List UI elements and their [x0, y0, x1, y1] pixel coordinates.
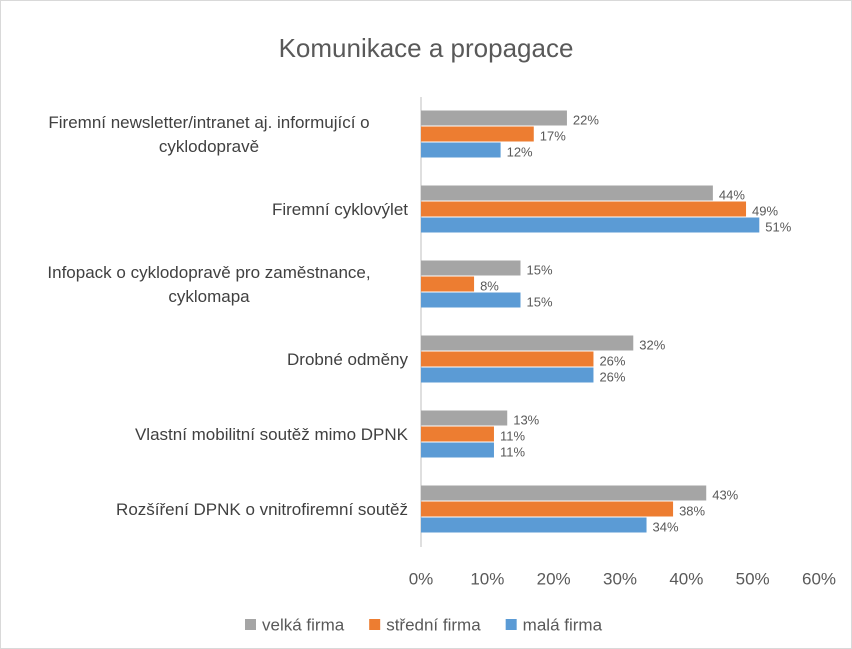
bar [421, 517, 647, 533]
data-label: 15% [527, 262, 553, 277]
data-label: 43% [712, 487, 738, 502]
legend-swatch [369, 619, 381, 630]
legend-swatch [505, 619, 517, 630]
y-tick-label: Vlastní mobilitní soutěž mimo DPNK [134, 424, 408, 444]
bar [421, 260, 521, 276]
data-label: 11% [500, 428, 525, 443]
y-tick-label: Firemní cyklovýlet [271, 199, 408, 219]
bar [421, 367, 594, 383]
bar [421, 351, 594, 367]
bar [421, 110, 567, 126]
bar [421, 410, 508, 426]
data-label: 51% [765, 219, 791, 234]
legend-swatch [245, 619, 256, 630]
y-tick-label-box: Infopack o cyklodopravě pro zaměstnance,… [10, 255, 408, 315]
data-label: 38% [679, 503, 705, 518]
bar [421, 126, 534, 142]
y-tick-label: Infopack o cyklodopravě pro zaměstnance,… [47, 262, 371, 306]
y-tick-label: Firemní newsletter/intranet aj. informuj… [48, 112, 370, 156]
y-tick-label-box: Firemní cyklovýlet [10, 180, 408, 240]
data-label: 8% [480, 278, 499, 293]
legend-label: velká firma [262, 615, 345, 634]
bar [421, 217, 760, 233]
chart-title: Komunikace a propagace [279, 33, 574, 63]
bar [421, 292, 521, 308]
data-label: 44% [719, 187, 745, 202]
data-label: 13% [513, 412, 539, 427]
data-label: 12% [507, 144, 533, 159]
x-tick-label: 20% [537, 569, 571, 588]
data-label: 11% [500, 444, 525, 459]
y-tick-label: Drobné odměny [287, 349, 408, 369]
x-tick-label: 40% [669, 569, 703, 588]
x-tick-label: 30% [603, 569, 637, 588]
y-tick-label: Rozšíření DPNK o vnitrofiremní soutěž [116, 499, 408, 519]
y-tick-label-box: Vlastní mobilitní soutěž mimo DPNK [10, 405, 408, 465]
x-tick-label: 50% [736, 569, 770, 588]
data-label: 15% [527, 294, 553, 309]
bar [421, 185, 713, 201]
x-tick-label: 60% [802, 569, 836, 588]
bar [421, 442, 494, 458]
data-label: 49% [752, 203, 778, 218]
bar [421, 142, 501, 158]
data-label: 26% [599, 353, 625, 368]
bar [421, 201, 747, 217]
bar [421, 335, 634, 351]
bar [421, 276, 475, 292]
y-tick-label-box: Rozšíření DPNK o vnitrofiremní soutěž [10, 480, 408, 540]
data-label: 26% [599, 369, 625, 384]
bar [421, 426, 494, 442]
legend-label: malá firma [523, 615, 603, 634]
y-tick-label-box: Drobné odměny [10, 330, 408, 390]
data-label: 17% [540, 128, 566, 143]
legend-label: střední firma [386, 615, 481, 634]
data-label: 22% [573, 112, 599, 127]
x-tick-label: 10% [470, 569, 504, 588]
bar [421, 501, 674, 517]
y-tick-label-box: Firemní newsletter/intranet aj. informuj… [10, 105, 408, 165]
data-label: 34% [653, 519, 679, 534]
bar [421, 485, 707, 501]
data-label: 32% [639, 337, 665, 352]
x-tick-label: 0% [409, 569, 434, 588]
